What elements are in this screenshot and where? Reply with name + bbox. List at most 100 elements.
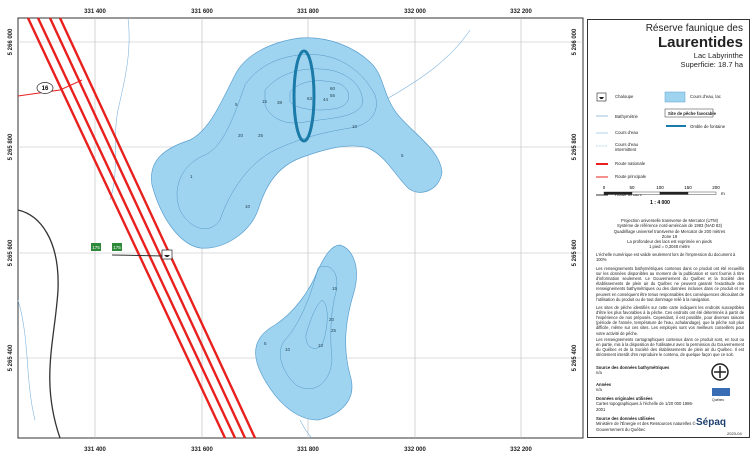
scale-tick: 100 bbox=[656, 185, 664, 190]
y-coord-label: 5 265 400 bbox=[572, 344, 578, 371]
map-shape bbox=[176, 54, 377, 229]
scale-ratio: 1 : 4 000 bbox=[650, 200, 670, 206]
legend-label: Route principale bbox=[615, 174, 647, 179]
source-title: Source des données bathymétriques bbox=[596, 365, 670, 370]
projection-line: Système de référence nord-américain de 1… bbox=[617, 223, 722, 229]
depth-label: 44 bbox=[323, 97, 329, 102]
map-shape bbox=[17, 79, 83, 97]
roads bbox=[17, 17, 257, 439]
y-coord-label: 5 265 800 bbox=[572, 133, 578, 160]
projection-line: 1 pied = 0,3048 mètre bbox=[649, 244, 690, 250]
map-shape bbox=[255, 244, 357, 421]
depth-label: 10 bbox=[245, 204, 251, 209]
map-shape: 331 400 331 400 331 600 331 600 331 800 331 8… bbox=[8, 9, 578, 453]
legend-label: Chaloupe bbox=[615, 94, 634, 99]
bathymetry bbox=[176, 54, 377, 389]
y-coord-label: 5 265 600 bbox=[8, 239, 14, 266]
map-shape bbox=[17, 299, 36, 421]
x-coord-label: 331 800 bbox=[297, 447, 319, 453]
x-coord-label: 331 400 bbox=[84, 9, 106, 15]
x-coord-label: 331 400 bbox=[84, 447, 106, 453]
depth-label: 63 bbox=[307, 96, 313, 101]
title-main: Laurentides bbox=[657, 34, 743, 51]
depth-label: 60 bbox=[330, 86, 336, 91]
x-coord-label: 332 200 bbox=[510, 447, 532, 453]
date: 2023-04 bbox=[727, 431, 742, 436]
map-shape bbox=[280, 266, 338, 389]
source-title: Source des données utilisées bbox=[596, 416, 655, 421]
map-shape bbox=[17, 209, 61, 439]
source-title: Années bbox=[596, 382, 612, 387]
legend-label: Bathymétrie bbox=[615, 114, 638, 119]
shield-label: 175 bbox=[113, 245, 121, 250]
source-block: Années n/a bbox=[596, 382, 696, 393]
map-shape bbox=[384, 29, 471, 101]
x-coord-label: 331 600 bbox=[191, 9, 213, 15]
map-shape bbox=[664, 91, 686, 103]
depth-label: 5 bbox=[401, 153, 404, 158]
depth-label: 5 bbox=[264, 341, 267, 346]
y-coord-label: 5 265 600 bbox=[572, 239, 578, 266]
depth-label: 25 bbox=[258, 133, 264, 138]
projection-line: La profondeur des lacs est exprimée en p… bbox=[627, 239, 712, 244]
map-shape bbox=[36, 17, 237, 439]
logo-quebec: Québec bbox=[712, 398, 725, 402]
legend-label: Site de pêche favorable bbox=[668, 111, 717, 116]
scale-note: L'échelle numérique est valide seulement… bbox=[596, 252, 736, 263]
scale-segment bbox=[687, 191, 717, 195]
route-number: 16 bbox=[42, 86, 49, 92]
scale-unit: m bbox=[721, 191, 725, 196]
shield-box bbox=[91, 243, 101, 251]
paragraph: Les renseignements bathymétriques conten… bbox=[596, 266, 744, 302]
depth-label: 1 bbox=[190, 174, 193, 179]
depth-label: 15 bbox=[262, 99, 268, 104]
route-shield bbox=[36, 82, 54, 94]
logos bbox=[711, 363, 730, 396]
depth-label: 20 bbox=[329, 317, 335, 322]
boat-symbol bbox=[164, 255, 170, 257]
streams bbox=[17, 17, 471, 439]
map-shape bbox=[111, 254, 165, 257]
source-title: Données originales utilisées bbox=[596, 396, 653, 401]
map-shape bbox=[714, 366, 726, 378]
lake-area: Superficie: 18.7 ha bbox=[680, 60, 743, 69]
map-shape bbox=[711, 363, 729, 381]
scale-tick: 50 bbox=[629, 185, 635, 190]
shield-label: 175 bbox=[92, 245, 100, 250]
source-block: Données originales utilisées Cartes topog… bbox=[596, 396, 696, 412]
scale-segment bbox=[631, 191, 661, 195]
source-text: Ministère de l'Énergie et des Ressources… bbox=[596, 421, 696, 432]
map-shape bbox=[264, 68, 363, 124]
map-shape bbox=[305, 299, 328, 349]
lake-name: Lac Labyrinthe bbox=[693, 51, 743, 60]
scale-tick: 0 bbox=[603, 185, 606, 190]
depth-label: 10 bbox=[318, 343, 324, 348]
scale-segment bbox=[603, 191, 633, 195]
legend-panel: Réserve faunique des Laurentides Lac Lab… bbox=[587, 19, 750, 438]
scale-segment bbox=[659, 191, 689, 195]
fishing-site bbox=[292, 49, 316, 143]
map-shape bbox=[599, 97, 604, 99]
map-shape bbox=[26, 17, 227, 439]
projection-line: Quadrillage universel transverse de Merc… bbox=[613, 228, 726, 234]
legend-label: Route nationale bbox=[615, 161, 646, 166]
y-coord-label: 5 266 000 bbox=[8, 28, 14, 55]
map-shape bbox=[48, 17, 247, 439]
map-shape bbox=[58, 17, 257, 439]
y-coord-label: 5 265 400 bbox=[8, 344, 14, 371]
source-block: Source des données bathymétriques n/a bbox=[596, 365, 696, 376]
x-coord-label: 332 200 bbox=[510, 9, 532, 15]
legend-label: Cours d'eau intermittent bbox=[615, 142, 639, 153]
paragraph: Les sites de pêche identifiés sur cette … bbox=[596, 305, 744, 336]
depth-label: 5 bbox=[235, 102, 238, 107]
title-top: Réserve faunique des bbox=[645, 23, 743, 34]
projection-line: Projection universelle transverse de Mer… bbox=[620, 218, 719, 223]
source-text: n/a bbox=[596, 370, 602, 376]
legend-symbols bbox=[596, 91, 714, 196]
paragraph: Les renseignements cartographiques conte… bbox=[596, 337, 744, 358]
y-coord-label: 5 265 800 bbox=[8, 133, 14, 160]
logo-sepaq: Sépaq bbox=[696, 417, 727, 428]
